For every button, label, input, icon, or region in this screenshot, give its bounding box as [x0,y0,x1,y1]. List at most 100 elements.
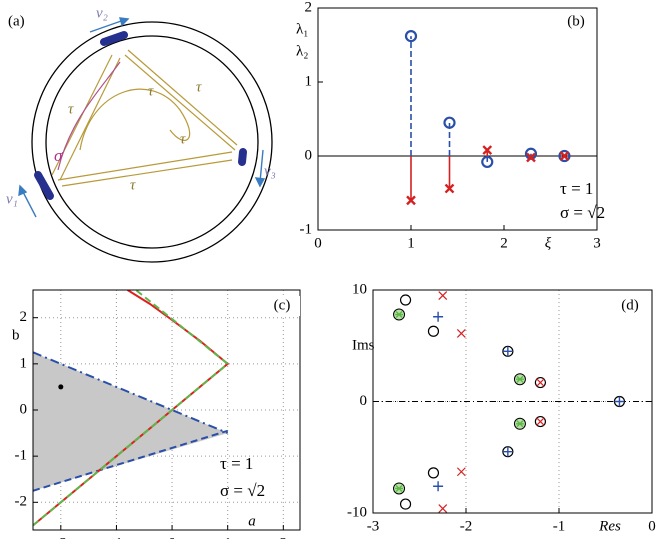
x-tick-label: 1 [407,235,415,251]
coupling-lines [51,49,238,187]
x-tick-label: 0 [648,518,656,534]
curve [33,351,229,435]
marker-cross [482,145,493,155]
y-tick-label: -1 [300,221,313,237]
x-tick-label: -1 [110,535,123,539]
x-tick-label: 2 [500,235,508,251]
marker-circle [404,30,418,43]
x-tick-label: 1 [224,535,232,539]
inner-ring [45,35,259,249]
plot-area [318,8,597,230]
velocity-label: v₁ [6,191,18,207]
marker-cross [456,467,466,477]
self-label: σ [54,146,63,165]
marker-cross [535,378,545,387]
marker-x [515,375,524,383]
plot-frame [317,7,598,231]
plot-frame [32,289,301,531]
marker-circle [558,149,571,163]
coupling-label: τ [180,131,186,147]
velocity-label: v₂ [96,5,108,21]
marker-circle [534,376,547,389]
y-axis-label: b [12,327,20,343]
curve [33,290,230,527]
coupling-label: τ [68,101,74,117]
x-axis-label: ξ [545,235,552,251]
plot-body [33,290,300,530]
outer-ring [31,21,273,263]
y-tick-label: -1 [15,448,28,464]
label-bg [558,12,594,32]
x-axis-label: Res [598,518,621,534]
coupling-label: τ [148,83,154,99]
y-tick-label: -2 [15,494,28,510]
y-tick-label: 1 [305,73,313,89]
annotation: σ = √2 [220,481,265,500]
x-axis-label: a [248,513,256,529]
coupling-label: τ [130,177,136,193]
oscillator [238,148,247,166]
y-tick-label: 0 [305,147,313,163]
marker-cross [526,152,536,163]
point [58,384,64,390]
marker-plus [614,396,625,407]
marker-cross [559,151,570,161]
y-axis-label: λ₁ [296,21,309,37]
panel-a: (a) v₂ v₁ v₃ τ τ τ τ τ σ [6,5,276,263]
y-tick-label: 2 [20,309,28,325]
marker-x [395,311,404,319]
marker-plus [433,311,444,322]
marker-circle [534,415,547,428]
x-tick-label: -1 [553,518,566,534]
marker-cross [444,183,455,194]
y-tick-label: 0 [360,393,368,409]
y-tick-label: 2 [305,0,313,15]
curve [33,429,228,492]
oscillator [34,171,54,200]
region [33,352,228,491]
marker-cross [438,504,448,513]
panel-label: (b) [567,13,585,29]
y-tick-label: 10 [352,281,367,297]
marker-cross [406,195,416,206]
marker-circle [481,155,494,169]
marker-plus [433,481,444,492]
y-axis-label: Ims [352,337,375,353]
y-tick-label: 1 [20,355,28,371]
x-tick-label: -3 [367,518,380,534]
x-tick-label: 3 [593,235,601,251]
marker-x [515,420,524,428]
y-tick-label: -10 [347,504,367,520]
marker-cross [456,329,466,338]
marker-cross [438,291,448,300]
y-tick-label: 0 [20,401,28,417]
marker-circle [443,116,456,129]
x-tick-label: 0 [168,535,176,539]
oscillator [100,31,128,46]
plot-body [318,30,597,206]
marker-circle [399,498,412,510]
coupling-label: τ [196,79,202,95]
marker-cross [535,417,545,426]
label-bg [264,296,300,316]
x-tick-label: 2 [280,535,288,539]
marker-plus [502,446,513,457]
panel-label: (a) [8,13,25,29]
panel-label: (c) [274,297,291,313]
panel-label: (d) [621,297,639,313]
panel: -2 -1 0 1 2 -2 -1 0 1 2 (c) a b τ = 1 σ = √2 [12,289,301,544]
y-axis-label: λ₂ [296,43,309,59]
marker-circle [399,294,412,306]
plot-body [373,290,652,513]
marker-circle [427,325,440,337]
marker-otimes [393,482,406,495]
marker-circle [427,467,440,479]
annotation: σ = √2 [560,203,605,222]
velocity-label: v₃ [264,163,276,179]
marker-otimes [513,373,526,386]
x-tick-label: 0 [314,235,322,251]
marker-x [395,484,404,492]
